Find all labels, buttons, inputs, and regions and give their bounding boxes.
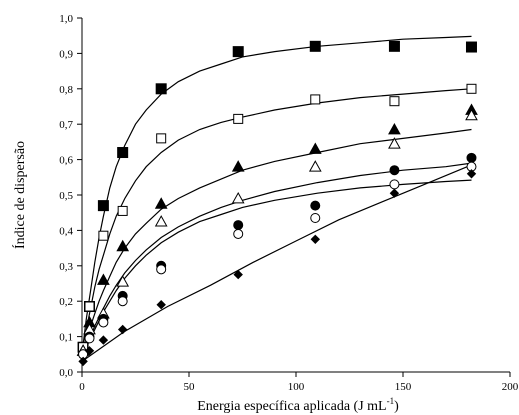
data-point-open-triangle xyxy=(308,160,322,172)
fit-curve-series-1 xyxy=(81,35,472,351)
data-point-open-square xyxy=(466,83,477,94)
data-point-filled-square xyxy=(232,46,244,58)
fit-curve-series-5 xyxy=(81,179,472,358)
x-axis-title-end: ) xyxy=(394,399,399,414)
data-point-filled-circle xyxy=(466,152,477,163)
data-point-open-circle xyxy=(233,228,244,239)
data-point-filled-square xyxy=(465,41,477,53)
data-point-open-square xyxy=(156,133,167,144)
data-point-filled-square xyxy=(309,40,321,52)
fit-curves xyxy=(81,35,472,362)
x-tick-label: 100 xyxy=(288,381,305,393)
data-point-filled-diamond xyxy=(389,188,400,198)
data-point-open-circle xyxy=(117,296,128,307)
y-ticks: 0,0 0,1 0,2 0,3 0,4 0,5 0,6 0,7 0,8 0,9 1,0 xyxy=(59,13,82,379)
data-point-filled-triangle xyxy=(154,197,168,209)
x-ticks: 0 50 100 150 200 xyxy=(79,372,519,393)
x-tick-label: 150 xyxy=(395,381,412,393)
y-tick-label: 0,5 xyxy=(59,190,73,202)
data-point-filled-square xyxy=(388,40,400,52)
y-tick-label: 0,8 xyxy=(59,84,73,96)
fit-curve-series-4 xyxy=(81,162,472,357)
x-axis-title-superscript: -1 xyxy=(387,396,395,406)
data-point-filled-circle xyxy=(389,165,400,176)
data-point-filled-triangle xyxy=(388,122,401,135)
y-tick-label: 0,4 xyxy=(59,225,73,237)
y-tick-label: 1,0 xyxy=(59,13,73,25)
data-point-filled-diamond xyxy=(310,234,321,245)
data-point-open-square xyxy=(389,96,400,107)
fit-curve-series-3 xyxy=(81,128,472,355)
y-axis-title: Índice de dispersão xyxy=(11,141,28,249)
data-point-filled-diamond xyxy=(84,346,95,356)
data-point-filled-diamond xyxy=(78,356,88,367)
data-point-open-triangle xyxy=(231,191,245,204)
data-point-filled-diamond xyxy=(466,169,477,179)
y-tick-label: 0,1 xyxy=(59,332,73,344)
data-point-open-circle xyxy=(98,317,109,328)
fit-curve-series-7 xyxy=(81,164,472,362)
y-tick-label: 0,0 xyxy=(59,367,73,379)
data-point-filled-diamond xyxy=(233,269,243,280)
fit-curve-series-2 xyxy=(81,88,472,351)
data-point-open-square xyxy=(98,230,109,241)
data-point-filled-triangle xyxy=(116,239,130,252)
x-tick-label: 200 xyxy=(502,381,519,393)
data-point-open-square xyxy=(117,205,128,216)
data-point-open-square xyxy=(310,94,321,105)
data-point-filled-triangle xyxy=(231,160,245,172)
y-tick-label: 0,9 xyxy=(59,48,73,60)
y-tick-label: 0,2 xyxy=(59,296,73,308)
x-tick-label: 50 xyxy=(184,381,196,393)
data-point-filled-circle xyxy=(233,220,244,231)
data-point-open-triangle xyxy=(154,215,168,227)
data-point-filled-square xyxy=(97,200,109,212)
data-point-filled-triangle xyxy=(308,142,322,154)
data-point-open-circle xyxy=(389,179,400,190)
data-point-filled-triangle xyxy=(97,273,110,285)
y-tick-label: 0,6 xyxy=(59,155,73,167)
data-point-filled-square xyxy=(117,147,129,159)
data-point-filled-diamond xyxy=(156,299,166,310)
data-point-open-triangle xyxy=(465,108,478,121)
data-point-open-triangle xyxy=(388,137,401,149)
markers xyxy=(76,40,478,367)
x-axis-title: Energia específica aplicada (J mL-1) xyxy=(197,396,399,414)
data-point-open-square xyxy=(233,113,244,124)
y-tick-label: 0,3 xyxy=(59,261,73,273)
x-axis-title-main: Energia específica aplicada (J mL xyxy=(197,399,386,414)
data-point-open-circle xyxy=(156,264,167,275)
data-point-open-square xyxy=(84,301,95,312)
data-point-open-circle xyxy=(310,213,321,224)
x-tick-label: 0 xyxy=(79,381,85,393)
data-point-open-circle xyxy=(84,333,95,344)
data-point-open-triangle xyxy=(116,275,130,287)
data-point-filled-square xyxy=(155,83,167,95)
data-point-filled-diamond xyxy=(98,335,109,345)
data-point-filled-circle xyxy=(310,200,321,211)
y-tick-label: 0,7 xyxy=(59,119,73,131)
data-point-filled-diamond xyxy=(117,324,128,335)
